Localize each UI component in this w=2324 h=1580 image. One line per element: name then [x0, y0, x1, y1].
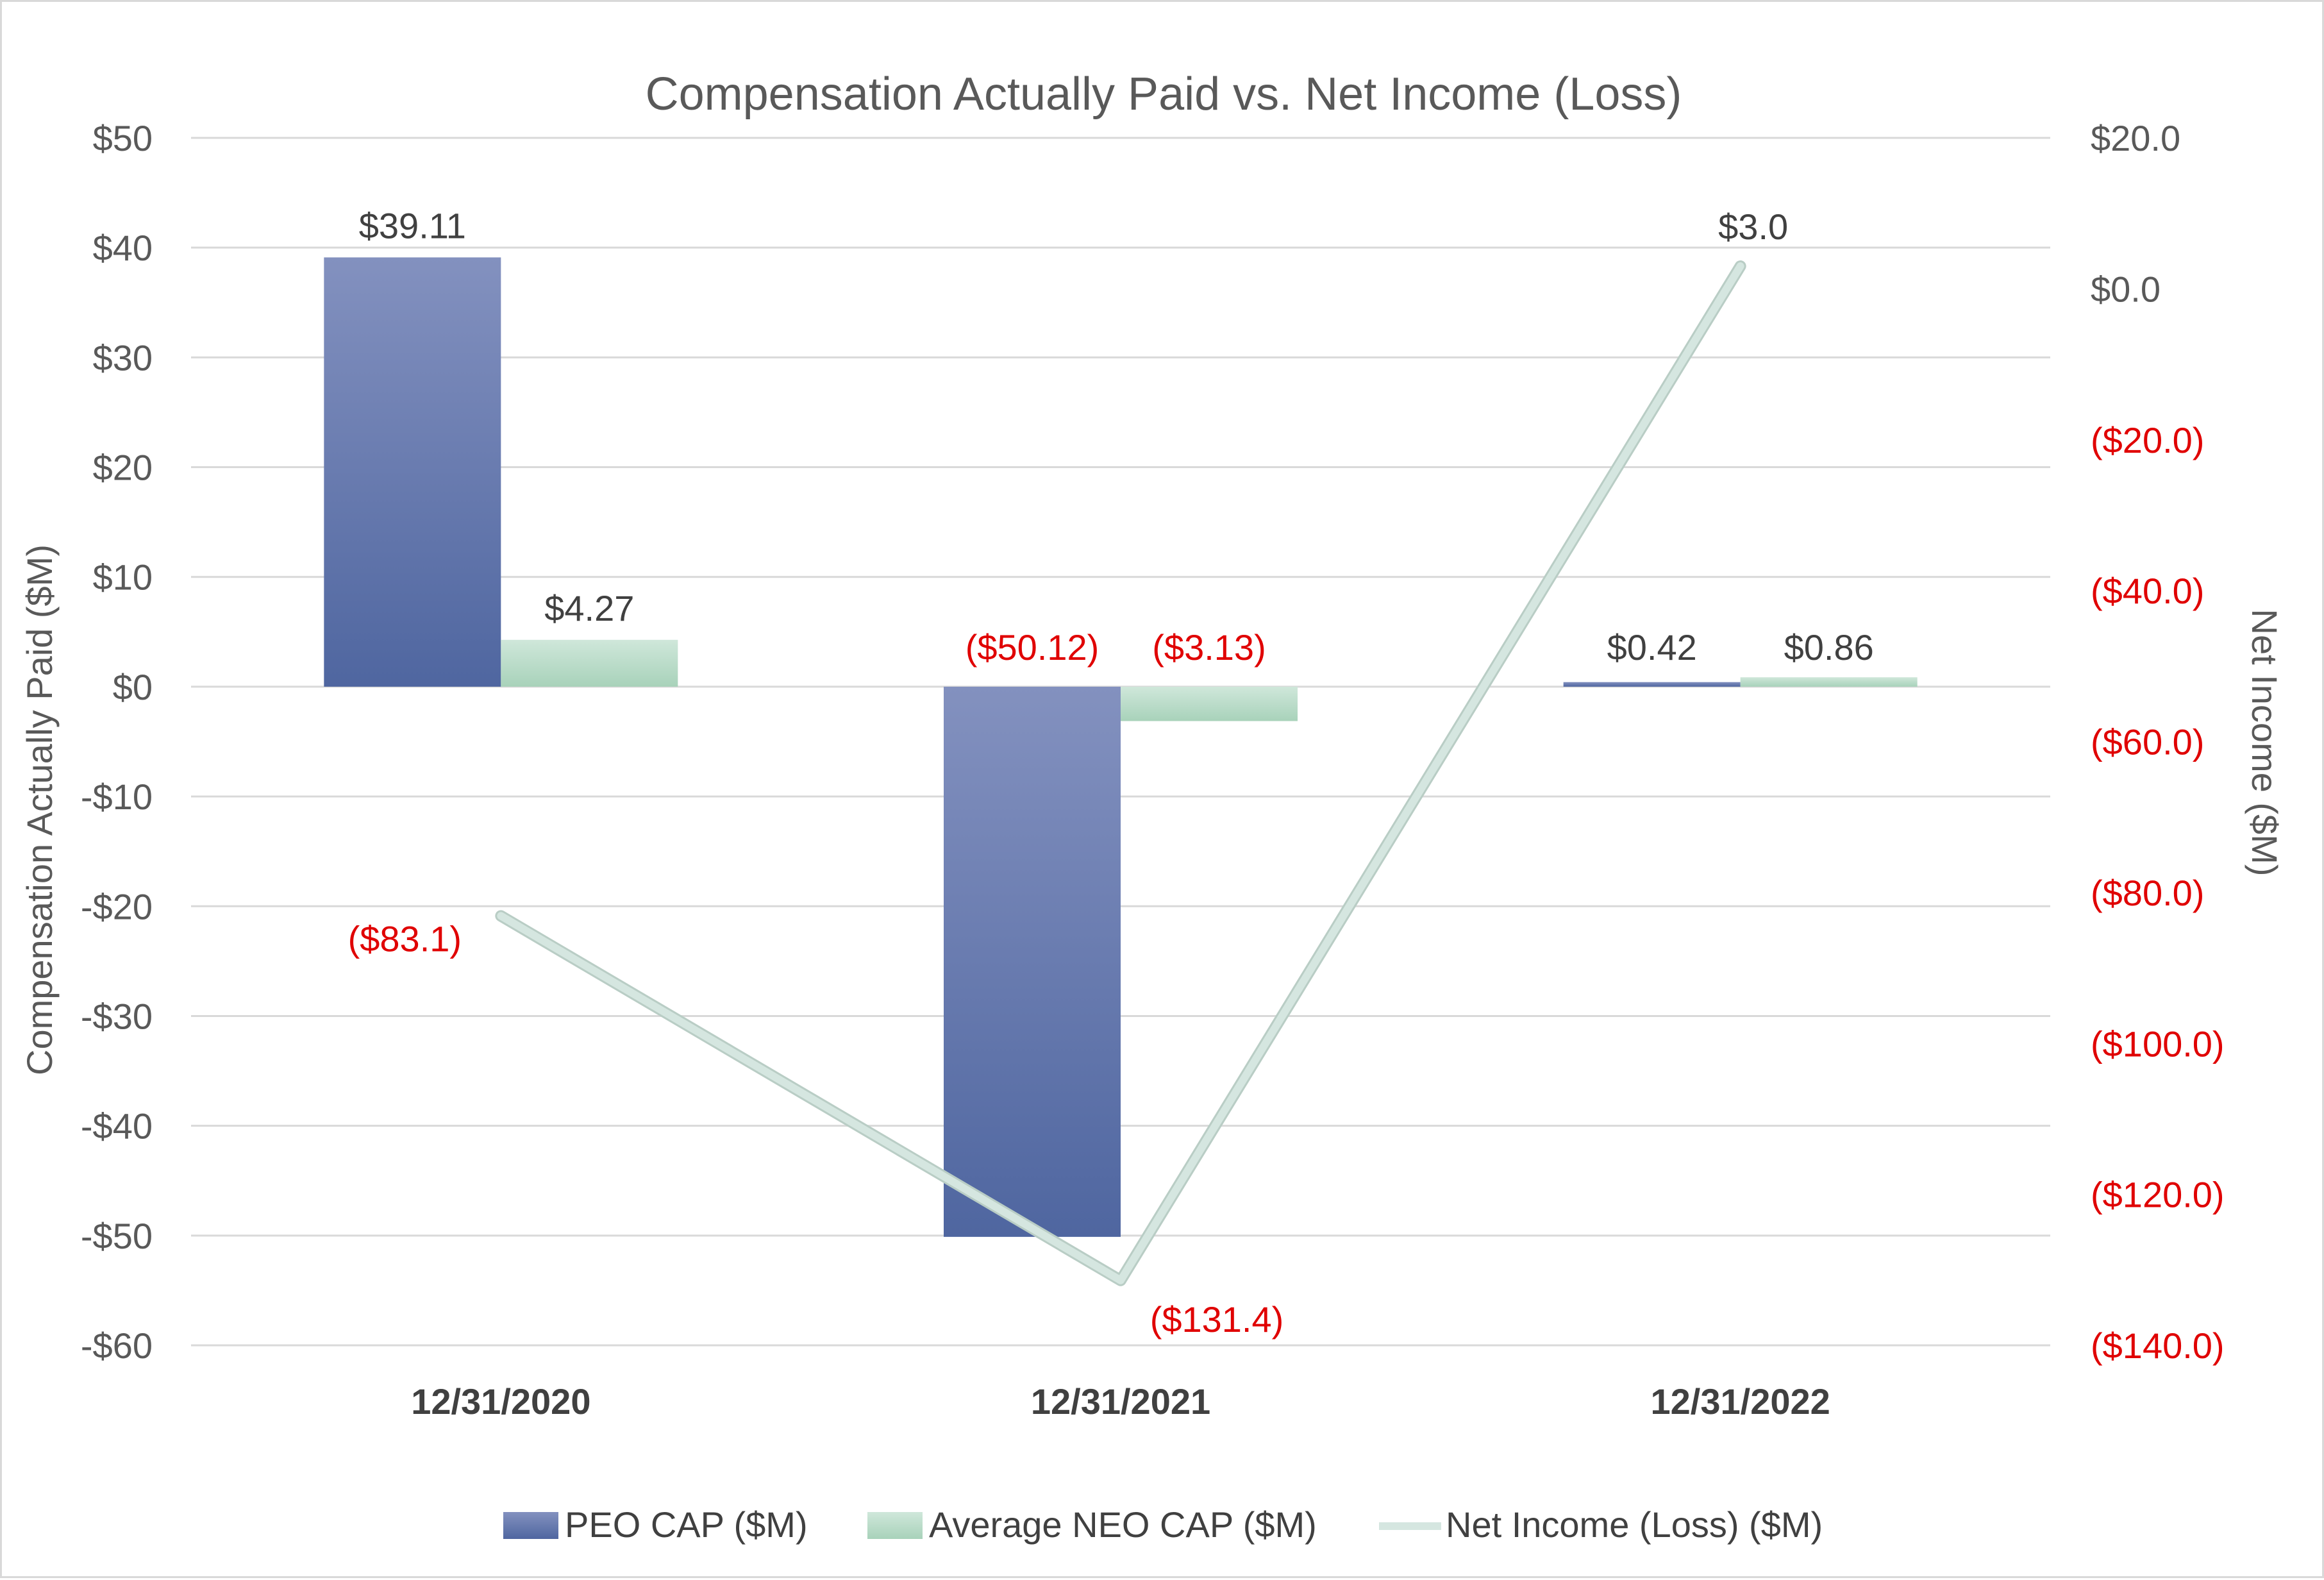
- right-axis-title: Net Income ($M): [2245, 609, 2285, 877]
- neo-bar-12-31-2021: [1121, 686, 1298, 721]
- legend-swatch-neo: [867, 1512, 923, 1539]
- right-axis-tick-labels: $20.0 $0.0 ($20.0) ($40.0) ($60.0) ($80.0) ($1…: [2091, 118, 2225, 1366]
- left-tick-label-60: -$60: [81, 1325, 153, 1366]
- peo-bar-label-12-31-2022: $0.42: [1607, 627, 1697, 668]
- net-income-point-12-31-2022: [1737, 264, 1743, 269]
- legend: PEO CAP ($M) Average NEO CAP ($M) Net In…: [503, 1504, 1823, 1545]
- right-tick-label-140-0: ($140.0): [2091, 1325, 2225, 1366]
- neo-bar-label-12-31-2022: $0.86: [1784, 627, 1874, 668]
- peo-bar-12-31-2021: [944, 686, 1121, 1237]
- peo-bar-label-12-31-2020: $39.11: [359, 205, 466, 246]
- category-label-12-31-2021: 12/31/2021: [1031, 1381, 1210, 1422]
- peo-bar-12-31-2022: [1563, 682, 1741, 687]
- neo-bar-12-31-2020: [501, 639, 678, 687]
- net-income-line: [495, 260, 1746, 1286]
- right-tick-label-120-0: ($120.0): [2091, 1175, 2225, 1215]
- left-tick-label-10: -$10: [81, 777, 153, 817]
- neo-bar-label-12-31-2020: $4.27: [544, 588, 634, 628]
- peo-bar-label-12-31-2021: ($50.12): [966, 627, 1099, 668]
- right-tick-label-40-0: ($40.0): [2091, 571, 2204, 611]
- right-tick-label-100-0: ($100.0): [2091, 1023, 2225, 1064]
- peo-bar-12-31-2020: [324, 257, 501, 687]
- category-label-12-31-2022: 12/31/2022: [1651, 1381, 1830, 1422]
- left-tick-label-20: $20: [93, 448, 153, 488]
- category-label-12-31-2020: 12/31/2020: [411, 1381, 590, 1422]
- left-tick-label-0: $0: [113, 667, 153, 707]
- net-income-label-12-31-2021: ($131.4): [1150, 1299, 1284, 1340]
- neo-bar-label-12-31-2021: ($3.13): [1152, 627, 1266, 668]
- net-income-point-12-31-2021: [1118, 1277, 1123, 1283]
- neo-bar-12-31-2022: [1740, 677, 1918, 687]
- right-tick-label-60-0: ($60.0): [2091, 722, 2204, 762]
- left-tick-label-50: -$50: [81, 1216, 153, 1256]
- right-tick-label-80-0: ($80.0): [2091, 873, 2204, 913]
- bars: [324, 257, 1918, 1237]
- net-income-point-12-31-2020: [498, 913, 504, 919]
- net-income-label-12-31-2020: ($83.1): [348, 918, 462, 959]
- data-labels: $39.11 $4.27 ($50.12) ($3.13) $0.42 $0.86 ($83…: [348, 205, 1874, 1339]
- left-axis-title: Compensation Actually Paid ($M): [19, 544, 60, 1075]
- net-income-label-12-31-2022: $3.0: [1718, 206, 1788, 247]
- right-tick-label-20-0: ($20.0): [2091, 420, 2204, 460]
- right-tick-label-20-0: $20.0: [2091, 118, 2180, 158]
- category-labels: 12/31/2020 12/31/2021 12/31/2022: [411, 1381, 1830, 1422]
- left-tick-label-40: $40: [93, 228, 153, 268]
- left-tick-label-50: $50: [93, 118, 153, 158]
- legend-label-net-income: Net Income (Loss) ($M): [1446, 1504, 1823, 1545]
- left-tick-label-40: -$40: [81, 1106, 153, 1147]
- left-tick-label-20: -$20: [81, 886, 153, 927]
- legend-label-neo: Average NEO CAP ($M): [929, 1504, 1317, 1545]
- legend-label-peo: PEO CAP ($M): [565, 1504, 808, 1545]
- left-axis-tick-labels: $50 $40 $30 $20 $10 $0 -$10 -$20 -$30 -$40 -$50 -$6…: [81, 118, 153, 1366]
- left-tick-label-30: $30: [93, 337, 153, 378]
- left-tick-label-30: -$30: [81, 996, 153, 1036]
- left-tick-label-10: $10: [93, 557, 153, 598]
- chart-title: Compensation Actually Paid vs. Net Incom…: [646, 69, 1682, 120]
- right-tick-label-0-0: $0.0: [2091, 269, 2161, 309]
- legend-swatch-peo: [503, 1512, 558, 1539]
